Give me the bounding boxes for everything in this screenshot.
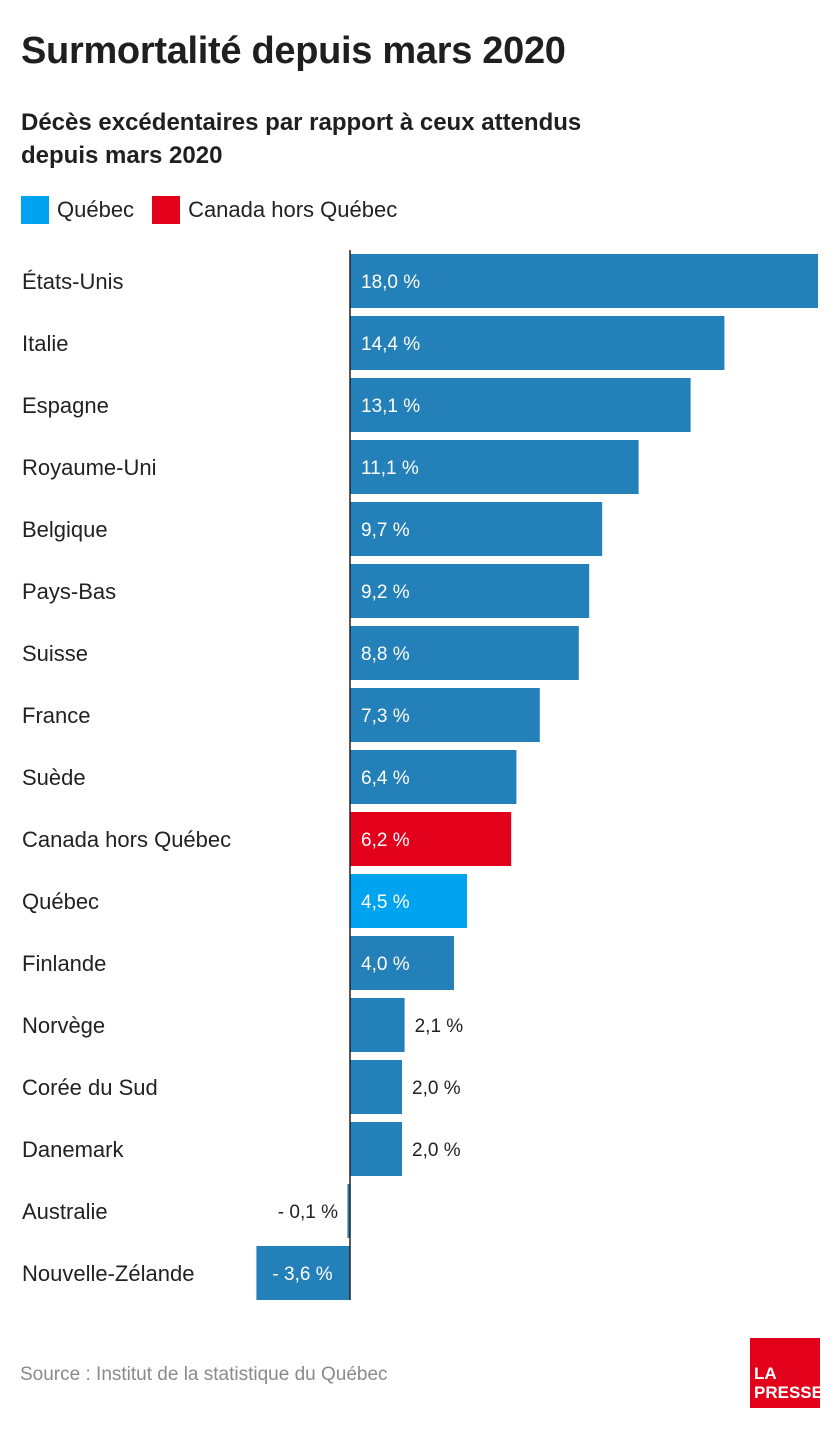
value-label-france: 7,3 % [361, 706, 410, 727]
bar-suede [350, 750, 517, 804]
source-note: Source : Institut de la statistique du Q… [20, 1364, 388, 1385]
category-label-australie: Australie [22, 1199, 108, 1224]
la-presse-logo: LA PRESSE [750, 1338, 823, 1408]
bar-canada-hors-quebec [350, 812, 512, 866]
legend-swatch-canada-hors-quebec [152, 196, 181, 224]
bar-nouvelle-zelande [256, 1246, 350, 1300]
legend-item-canada-hors-quebec: Canada hors Québec [152, 196, 397, 224]
value-label-nouvelle-zelande: - 3,6 % [272, 1264, 332, 1285]
value-label-danemark: 2,0 % [412, 1140, 461, 1161]
legend-label-quebec: Québec [57, 197, 135, 222]
category-label-norvege: Norvège [22, 1013, 105, 1038]
bar-royaume-uni [350, 440, 639, 494]
category-label-etats-unis: États-Unis [22, 269, 123, 294]
bar-espagne [350, 378, 691, 432]
bar-chart: États-Unis 18,0 % Italie 14,4 % Espagne 13,1 … [22, 250, 818, 1300]
category-label-suede: Suède [22, 765, 86, 790]
value-label-finlande: 4,0 % [361, 954, 410, 975]
logo-line-1: LA [754, 1364, 777, 1383]
chart-subtitle: Décès excédentaires par rapport à ceux a… [21, 109, 582, 169]
category-label-italie: Italie [22, 331, 68, 356]
category-label-suisse: Suisse [22, 641, 88, 666]
bar-belgique [350, 502, 603, 556]
legend-swatch-quebec [21, 196, 49, 224]
category-label-quebec: Québec [22, 889, 99, 914]
bar-coree-du-sud [350, 1060, 402, 1114]
value-label-etats-unis: 18,0 % [361, 272, 420, 293]
value-label-italie: 14,4 % [361, 334, 420, 355]
category-label-nouvelle-zelande: Nouvelle-Zélande [22, 1261, 194, 1286]
category-label-espagne: Espagne [22, 393, 109, 418]
bar-italie [350, 316, 725, 370]
value-label-australie: - 0,1 % [278, 1202, 338, 1223]
bar-norvege [350, 998, 405, 1052]
category-label-danemark: Danemark [22, 1137, 124, 1162]
bar-pays-bas [350, 564, 590, 618]
bar-quebec [350, 874, 467, 928]
value-label-suede: 6,4 % [361, 768, 410, 789]
category-label-coree-du-sud: Corée du Sud [22, 1075, 158, 1100]
bar-france [350, 688, 540, 742]
chart-title: Surmortalité depuis mars 2020 [21, 30, 566, 72]
category-label-pays-bas: Pays-Bas [22, 579, 116, 604]
value-label-pays-bas: 9,2 % [361, 582, 410, 603]
category-label-france: France [22, 703, 90, 728]
value-label-belgique: 9,7 % [361, 520, 410, 541]
legend-label-canada-hors-quebec: Canada hors Québec [188, 197, 398, 222]
value-label-royaume-uni: 11,1 % [361, 458, 419, 479]
category-label-finlande: Finlande [22, 951, 106, 976]
category-label-royaume-uni: Royaume-Uni [22, 455, 157, 480]
bar-etats-unis [350, 254, 818, 308]
bar-australie [347, 1184, 350, 1238]
bar-suisse [350, 626, 579, 680]
value-label-quebec: 4,5 % [361, 892, 410, 913]
value-label-norvege: 2,1 % [415, 1016, 464, 1037]
legend-item-quebec: Québec [21, 196, 134, 224]
value-label-espagne: 13,1 % [361, 396, 420, 417]
bar-danemark [350, 1122, 402, 1176]
value-label-canada-hors-quebec: 6,2 % [361, 830, 410, 851]
logo-line-2: PRESSE [754, 1383, 823, 1402]
category-label-belgique: Belgique [22, 517, 108, 542]
value-label-coree-du-sud: 2,0 % [412, 1078, 461, 1099]
category-label-canada-hors-quebec: Canada hors Québec [22, 827, 231, 852]
legend: Québec Canada hors Québec [21, 196, 415, 224]
value-label-suisse: 8,8 % [361, 644, 410, 665]
bar-finlande [350, 936, 454, 990]
